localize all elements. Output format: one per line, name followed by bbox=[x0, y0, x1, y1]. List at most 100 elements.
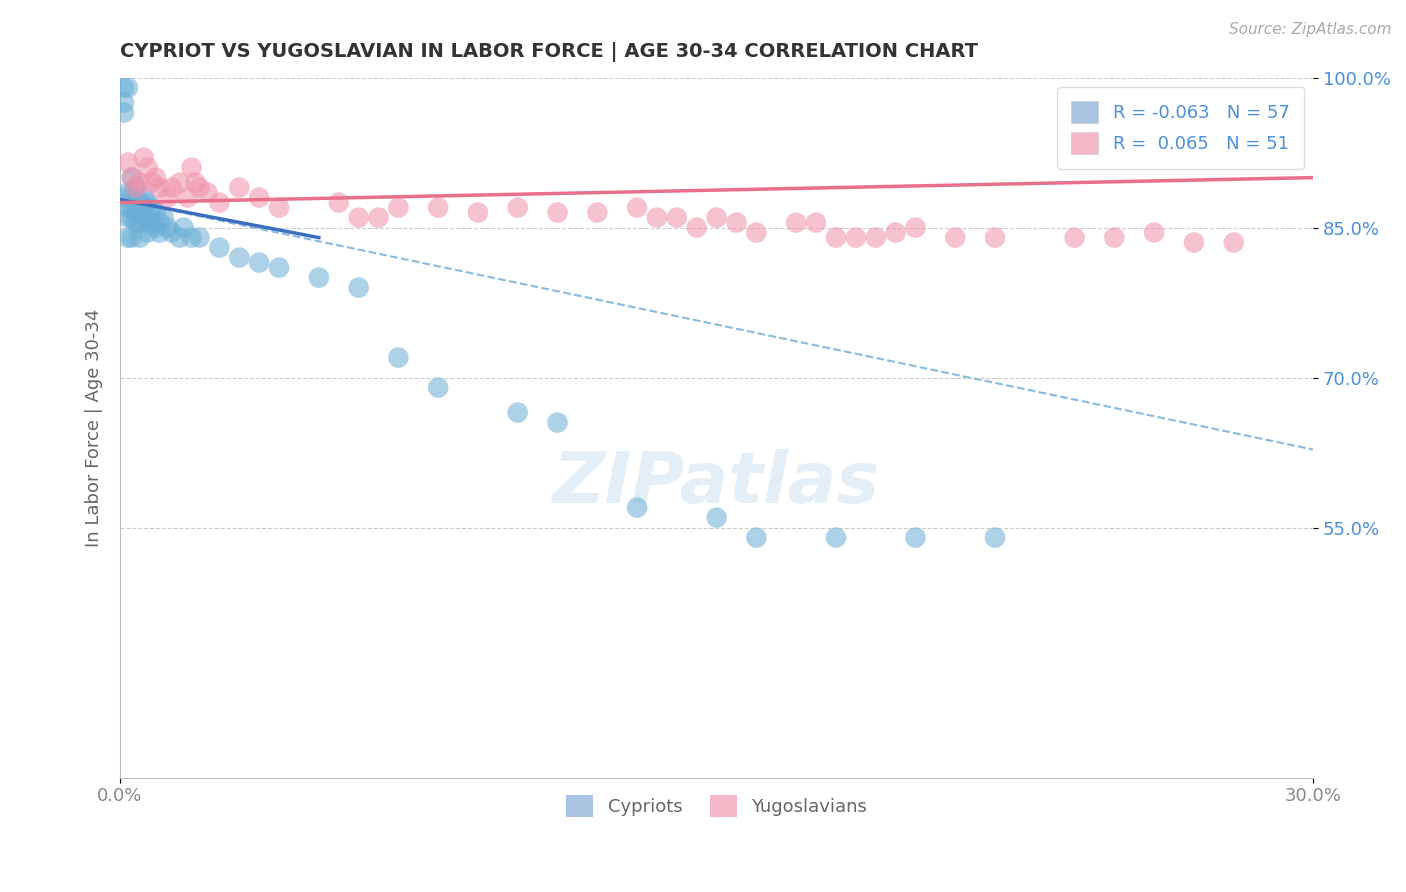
Point bbox=[160, 226, 183, 240]
Text: CYPRIOT VS YUGOSLAVIAN IN LABOR FORCE | AGE 30-34 CORRELATION CHART: CYPRIOT VS YUGOSLAVIAN IN LABOR FORCE | … bbox=[120, 42, 979, 62]
Point bbox=[367, 211, 389, 225]
Point bbox=[149, 226, 172, 240]
Point bbox=[132, 151, 155, 165]
Point bbox=[173, 220, 195, 235]
Point bbox=[160, 180, 183, 194]
Point bbox=[117, 155, 139, 169]
Point bbox=[228, 180, 250, 194]
Point bbox=[125, 180, 148, 194]
Point bbox=[745, 226, 768, 240]
Point bbox=[547, 205, 569, 219]
Point bbox=[328, 195, 350, 210]
Point bbox=[188, 230, 211, 244]
Point bbox=[984, 230, 1007, 244]
Point bbox=[427, 201, 450, 215]
Point bbox=[785, 216, 807, 230]
Point bbox=[626, 201, 648, 215]
Point bbox=[467, 205, 489, 219]
Point bbox=[125, 195, 148, 210]
Point bbox=[128, 205, 150, 219]
Point bbox=[117, 186, 139, 200]
Point bbox=[825, 531, 848, 545]
Point bbox=[665, 211, 688, 225]
Point bbox=[117, 211, 139, 225]
Point bbox=[132, 216, 155, 230]
Point bbox=[136, 195, 159, 210]
Point bbox=[184, 176, 207, 190]
Point bbox=[267, 201, 290, 215]
Text: Source: ZipAtlas.com: Source: ZipAtlas.com bbox=[1229, 22, 1392, 37]
Point bbox=[169, 230, 191, 244]
Point bbox=[141, 216, 163, 230]
Point bbox=[686, 220, 709, 235]
Point bbox=[706, 510, 728, 524]
Point bbox=[645, 211, 668, 225]
Point bbox=[347, 211, 370, 225]
Point bbox=[121, 211, 143, 225]
Point bbox=[117, 201, 139, 215]
Point bbox=[121, 170, 143, 185]
Point bbox=[228, 251, 250, 265]
Point bbox=[1104, 230, 1126, 244]
Point bbox=[121, 201, 143, 215]
Point bbox=[943, 230, 966, 244]
Point bbox=[804, 216, 827, 230]
Point bbox=[267, 260, 290, 275]
Point bbox=[145, 205, 167, 219]
Point bbox=[845, 230, 868, 244]
Point bbox=[547, 416, 569, 430]
Point bbox=[865, 230, 887, 244]
Point bbox=[188, 180, 211, 194]
Point bbox=[984, 531, 1007, 545]
Point bbox=[725, 216, 748, 230]
Point bbox=[128, 195, 150, 210]
Y-axis label: In Labor Force | Age 30-34: In Labor Force | Age 30-34 bbox=[86, 309, 103, 547]
Point bbox=[706, 211, 728, 225]
Point bbox=[884, 226, 907, 240]
Point bbox=[1143, 226, 1166, 240]
Point bbox=[247, 191, 270, 205]
Point bbox=[387, 351, 409, 365]
Point bbox=[180, 230, 202, 244]
Point bbox=[180, 161, 202, 175]
Point bbox=[506, 201, 529, 215]
Point bbox=[141, 176, 163, 190]
Point bbox=[136, 161, 159, 175]
Legend: Cypriots, Yugoslavians: Cypriots, Yugoslavians bbox=[560, 788, 875, 824]
Point bbox=[308, 270, 330, 285]
Point bbox=[586, 205, 609, 219]
Point bbox=[112, 105, 135, 120]
Point bbox=[745, 531, 768, 545]
Point bbox=[136, 211, 159, 225]
Point bbox=[132, 201, 155, 215]
Point bbox=[128, 176, 150, 190]
Point bbox=[141, 201, 163, 215]
Point bbox=[121, 191, 143, 205]
Text: ZIPatlas: ZIPatlas bbox=[553, 449, 880, 518]
Point bbox=[427, 381, 450, 395]
Point bbox=[208, 195, 231, 210]
Point bbox=[128, 230, 150, 244]
Point bbox=[117, 230, 139, 244]
Point bbox=[1222, 235, 1244, 250]
Point bbox=[125, 216, 148, 230]
Point bbox=[247, 255, 270, 269]
Point bbox=[145, 170, 167, 185]
Point bbox=[121, 230, 143, 244]
Point bbox=[1182, 235, 1205, 250]
Point bbox=[125, 205, 148, 219]
Point bbox=[208, 241, 231, 255]
Point bbox=[112, 80, 135, 95]
Point bbox=[904, 220, 927, 235]
Point bbox=[128, 216, 150, 230]
Point bbox=[152, 211, 174, 225]
Point bbox=[347, 280, 370, 294]
Point bbox=[132, 191, 155, 205]
Point bbox=[125, 180, 148, 194]
Point bbox=[176, 191, 198, 205]
Point bbox=[112, 95, 135, 110]
Point bbox=[1063, 230, 1085, 244]
Point bbox=[197, 186, 219, 200]
Point bbox=[825, 230, 848, 244]
Point bbox=[387, 201, 409, 215]
